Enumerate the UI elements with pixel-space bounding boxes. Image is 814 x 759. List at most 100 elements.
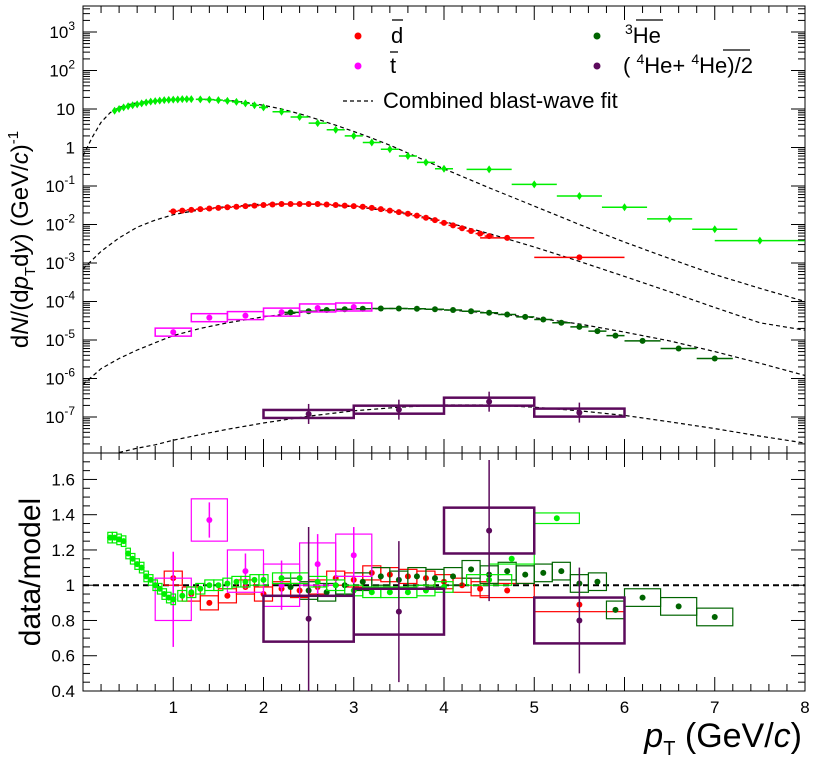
deuteron-point [359,203,366,210]
ratio-y-tick-label: 1.6 [51,470,75,489]
proton-point [183,95,190,104]
deuteron-point [441,219,447,226]
ratio-proton-point [147,576,154,583]
x-tick-label: 4 [439,698,448,717]
deuteron-point [242,203,249,210]
deuteron-point [188,206,195,213]
proton-point [161,96,168,105]
ratio-he3-syst-box [659,596,698,616]
ratio-he3-point [612,606,619,613]
proton-point [387,145,393,154]
he3-point [468,308,475,315]
y-tick-label: 1 [66,139,75,158]
proton-point [138,99,145,108]
triton-point [350,303,357,310]
alpha-point [576,409,583,416]
ratio-he3-point [287,583,294,590]
ratio-he3-point [639,594,646,601]
proton-point [179,95,186,104]
ratio-deuteron-point [504,587,511,594]
legend-tbar-marker [354,62,362,70]
x-tick-label: 6 [620,698,629,717]
ratio-he3-point [522,571,529,578]
proton-point [120,103,127,112]
proton-point [242,99,249,108]
ratio-proton-point [120,538,127,545]
triton-point [170,329,177,336]
triton-point [206,314,213,321]
ratio-he3-point [359,578,366,585]
legend-he4-marker [593,62,601,70]
deuteron-point [377,206,384,213]
legend-he3bar-marker [593,32,601,40]
deuteron-point [206,205,213,212]
he3-point [287,309,294,316]
alpha-point [305,410,312,417]
triton-point [242,312,249,319]
ratio-he3-point [468,566,475,573]
ratio-proton-point [404,589,411,596]
deuteron-point [504,234,511,241]
ratio-deuteron-point [206,599,213,606]
deuteron-point [404,210,411,217]
proton-point [576,191,583,200]
deuteron-point [269,201,276,208]
proton-point [129,101,136,110]
deuteron-point [260,202,267,209]
deuteron-point [215,204,222,211]
ratio-triton-point [350,552,357,559]
triton-series [154,302,373,337]
he3-point [594,328,601,335]
he3-point [395,305,402,312]
ratio-proton-point [111,534,118,541]
proton-point [147,97,154,106]
ratio-proton-point [152,582,159,589]
ratio-y-tick-label: 0.4 [51,682,75,701]
ratio-proton-point [260,576,267,583]
ratio-proton-point [215,582,222,589]
legend-dbar-marker [354,32,362,40]
ratio-alpha-point [576,617,583,624]
deuteron-point [170,208,177,215]
deuteron-point [368,204,375,211]
ratio-proton-point [116,536,123,543]
ratio-deuteron-point [224,592,231,599]
he3-point [522,313,529,320]
ratio-proton-point [179,592,186,599]
ratio-proton-point [251,576,258,583]
proton-point [332,125,339,134]
proton-series [111,95,805,245]
ratio-he3-point [431,575,438,582]
legend-fit-label: Combined blast-wave fit [383,88,618,113]
ratio-proton-point [170,596,177,603]
proton-point [757,236,763,245]
ratio-proton-point [134,561,141,568]
proton-point [165,95,172,104]
deuteron-point [251,202,258,209]
y-tick-label: 10-7 [45,404,75,427]
ratio-y-tick-label: 1.2 [51,541,75,560]
x-tick-label: 1 [169,698,178,717]
proton-point [134,100,140,109]
deuteron-point [477,230,484,237]
y-tick-label: 10-6 [45,366,75,389]
ratio-he3-point [540,569,547,576]
proton-point [152,97,158,106]
ratio-proton-point [332,582,339,589]
x-tick-label: 5 [530,698,539,717]
ratio-data-points [107,460,734,691]
ratio-proton-point [314,578,321,585]
proton-point [143,98,149,107]
proton-point [260,103,267,112]
ratio-proton-point [296,575,303,582]
he3-point [377,305,384,312]
ratio-he3-syst-box [551,561,571,581]
ratio-alpha-point [305,615,312,622]
ratio-alpha-point [395,608,402,615]
deuteron-point [305,201,312,208]
alpha-series [262,391,626,424]
deuteron-point [278,201,285,208]
y-tick-label: 103 [49,19,75,42]
proton-point [215,96,222,105]
